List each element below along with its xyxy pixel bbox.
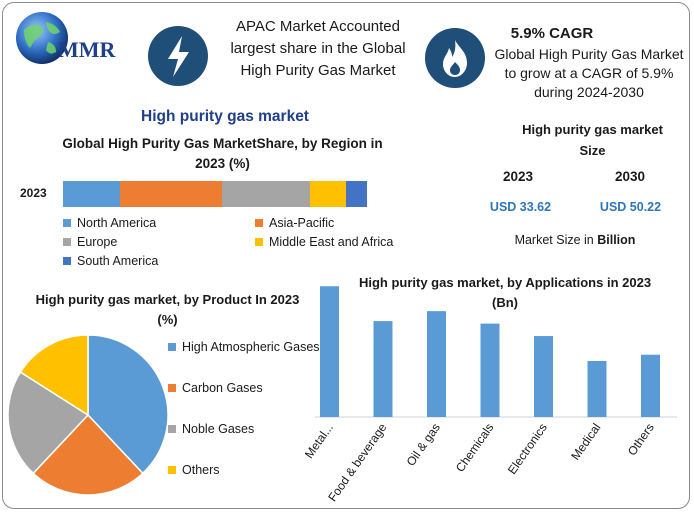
product-legend-high-atmospheric-gases: High Atmospheric Gases: [168, 340, 320, 354]
section-title: High purity gas market: [141, 108, 309, 125]
region-stacked-bar: [63, 181, 367, 207]
callout2-title: 5.9% CAGR: [510, 25, 594, 42]
legend-swatch: [255, 238, 263, 246]
callout2-text: Global High Purity Gas Market to grow at…: [494, 46, 684, 100]
app-bar-chemicals: [480, 323, 500, 417]
pie-slice-high-atmospheric-gases: [87, 334, 169, 475]
app-tick-label: Medical: [568, 421, 603, 463]
legend-label: South America: [77, 254, 159, 268]
application-bar-chart: Metal...Food & beverage Oil & gas Chemical…: [305, 286, 677, 504]
market-size-note-prefix: Market Size in: [514, 233, 598, 247]
market-size-note-unit: Billion: [597, 233, 636, 247]
product-pie-chart: [7, 334, 169, 496]
region-legend-middle-east-and-africa: Middle East and Africa: [255, 235, 393, 249]
legend-label: Noble Gases: [182, 422, 255, 436]
app-bar-others: [641, 354, 660, 417]
app-tick-label: Others: [625, 421, 657, 459]
app-bar-metal: [320, 286, 339, 417]
product-chart-title: High purity gas market, by Product In 20…: [35, 292, 300, 327]
pie-slice-carbon-gases: [32, 413, 144, 496]
app-tick-label: Oil & gas: [404, 421, 443, 469]
legend-swatch: [63, 238, 71, 246]
legend-swatch: [255, 219, 263, 227]
legend-swatch: [168, 466, 176, 474]
region-legend-europe: Europe: [63, 235, 117, 249]
legend-label: North America: [77, 216, 157, 230]
legend-swatch: [168, 384, 176, 392]
callout2-icon-circle: [425, 28, 485, 88]
market-size-title: High purity gas market Size: [522, 122, 663, 158]
market-size-value-2023: USD 33.62: [489, 200, 552, 214]
region-legend-south-america: South America: [63, 254, 158, 268]
infographic-frame: [2, 2, 690, 509]
product-legend: High Atmospheric Gases Carbon Gases Noble …: [168, 340, 333, 490]
region-bar-europe: [222, 181, 311, 207]
app-bar-oil-gas: [427, 311, 446, 417]
region-legend-north-america: North America: [63, 216, 156, 230]
app-tick-label: Metal...: [305, 421, 336, 461]
legend-label: Carbon Gases: [182, 381, 263, 395]
logo: MMR: [10, 8, 140, 68]
region-bar-asia-pacific: [119, 181, 223, 207]
market-size-value-2030: USD 50.22: [599, 200, 662, 214]
pie-slice-others: [19, 334, 89, 417]
region-bar-middle-east-and-africa: [310, 181, 346, 207]
callout1-text: APAC Market Accounted largest share in t…: [230, 18, 406, 79]
legend-label: Middle East and Africa: [269, 235, 394, 249]
region-chart-category: 2023: [20, 186, 47, 200]
app-bar-electronics: [534, 336, 553, 417]
pie-slice-noble-gases: [7, 371, 90, 475]
market-size-year-2030: 2030: [614, 169, 646, 184]
callout1-icon-circle: [148, 26, 208, 86]
legend-label: Others: [182, 463, 220, 477]
product-legend-carbon-gases: Carbon Gases: [168, 381, 263, 395]
flame-icon: [443, 40, 467, 77]
app-tick-label: Chemicals: [453, 421, 497, 475]
app-bar-food-beverage: [373, 321, 393, 417]
product-legend-noble-gases: Noble Gases: [168, 422, 254, 436]
logo-text: MMR: [58, 37, 116, 62]
legend-swatch: [168, 425, 176, 433]
region-bar-south-america: [345, 181, 367, 207]
app-tick-label: Electronics: [505, 421, 550, 477]
region-chart-title: Global High Purity Gas MarketShare, by R…: [62, 136, 383, 171]
legend-swatch: [63, 257, 71, 265]
legend-label: Asia-Pacific: [269, 216, 335, 230]
app-tick-label: Food & beverage: [325, 420, 389, 504]
legend-label: High Atmospheric Gases: [182, 340, 320, 354]
legend-label: Europe: [77, 235, 118, 249]
market-size-year-2023: 2023: [502, 169, 534, 184]
region-legend: North America Asia-Pacific Europe Middle Ea…: [63, 216, 423, 276]
region-bar-north-america: [63, 181, 120, 207]
region-legend-asia-pacific: Asia-Pacific: [255, 216, 334, 230]
legend-swatch: [63, 219, 71, 227]
product-legend-others: Others: [168, 463, 220, 477]
application-chart-title: High purity gas market, by Applications …: [358, 275, 652, 310]
globe-icon: [16, 12, 68, 64]
app-bar-medical: [587, 360, 607, 417]
lightning-icon: [168, 36, 189, 77]
market-size-note: Market Size in Billion: [490, 233, 660, 247]
legend-swatch: [168, 343, 176, 351]
